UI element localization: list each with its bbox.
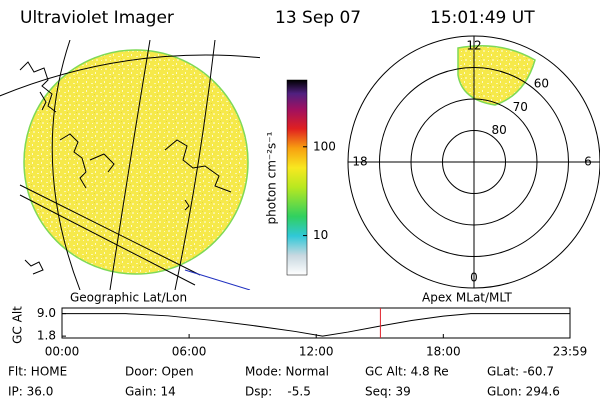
colorbar <box>286 79 308 276</box>
mlt-label: 0 <box>470 271 478 285</box>
info-field: Dsp: -5.5 <box>245 385 311 399</box>
y-tick-label: 1.8 <box>37 329 56 343</box>
right-panel-label: Apex MLat/MLT <box>422 291 512 305</box>
info-field: Flt: HOME <box>8 365 67 379</box>
lat-label: 60 <box>534 76 549 90</box>
x-tick-label: 23:59 <box>553 345 588 359</box>
title: Ultraviolet Imager <box>20 8 174 28</box>
mlt-label: 6 <box>584 155 592 169</box>
plot-frame <box>61 307 571 339</box>
polar-ring <box>379 67 569 257</box>
time: 15:01:49 UT <box>430 8 535 28</box>
lat-label: 80 <box>491 123 506 137</box>
x-tick-label: 12:00 <box>299 345 334 359</box>
info-field: GLat: -60.7 <box>487 365 554 379</box>
info-field: Mode: Normal <box>245 365 329 379</box>
geo-image <box>0 40 260 290</box>
info-field: IP: 36.0 <box>8 385 53 399</box>
info-field: Gain: 14 <box>125 385 176 399</box>
info-field: Door: Open <box>125 365 194 379</box>
colorbar-tick-label: 10 <box>313 228 328 242</box>
info-field: GC Alt: 4.8 Re <box>365 365 449 379</box>
y-tick-label: 9.0 <box>37 306 56 320</box>
info-field: Seq: 39 <box>365 385 411 399</box>
polar-ring <box>442 130 506 194</box>
polar-ring <box>410 98 538 226</box>
colorbar-label: photon cm⁻²s⁻¹ <box>265 131 279 224</box>
x-tick-label: 06:00 <box>172 345 207 359</box>
y-axis-label: GC Alt <box>11 306 25 344</box>
date: 13 Sep 07 <box>275 8 361 28</box>
polar-image <box>457 44 536 106</box>
mlt-label: 18 <box>352 155 367 169</box>
x-tick-label: 00:00 <box>45 345 80 359</box>
left-panel-label: Geographic Lat/Lon <box>70 291 187 305</box>
mlt-label: 12 <box>466 39 481 53</box>
info-field: GLon: 294.6 <box>487 385 560 399</box>
altitude-line <box>62 313 570 337</box>
colorbar-tick-label: 100 <box>313 139 336 153</box>
x-tick-label: 18:00 <box>426 345 461 359</box>
lat-label: 70 <box>513 100 528 114</box>
